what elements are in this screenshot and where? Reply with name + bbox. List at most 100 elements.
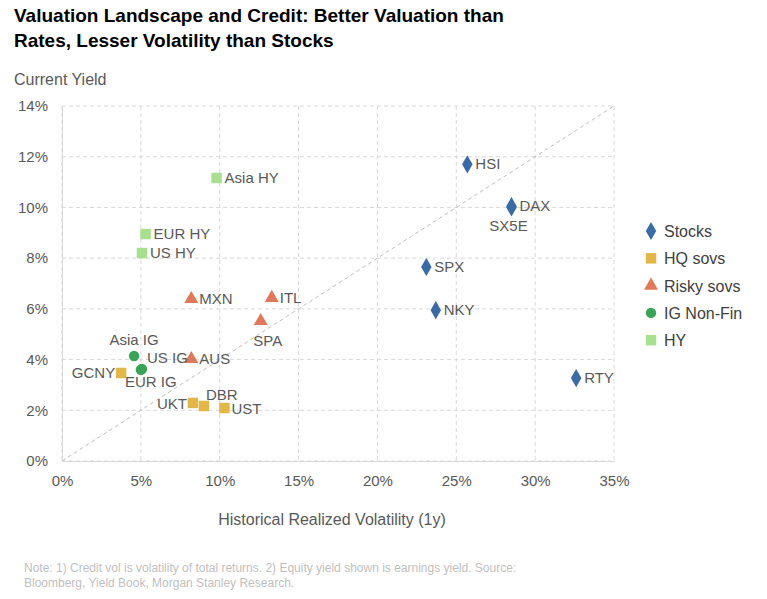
grid-line-x (140, 106, 141, 461)
grid-line-y (62, 156, 614, 157)
point-label: US HY (150, 244, 196, 261)
note: Note: 1) Credit vol is volatility of tot… (24, 561, 516, 590)
text-line: Rates, Lesser Volatility than Stocks (14, 30, 334, 51)
y-tick-label: 12% (18, 148, 48, 165)
x-axis: 0% 5% 10% 15% 20% 25% 30% 35% (52, 461, 630, 489)
point (211, 173, 221, 183)
y-tick: 4% (26, 351, 62, 368)
grid-line-x (62, 106, 63, 461)
point (184, 291, 198, 303)
x-tick: 35% (599, 461, 629, 489)
point-label: US IG (147, 349, 188, 366)
legend-item: Risky sovs (644, 278, 740, 295)
point (265, 290, 279, 302)
x-tick-label: 20% (363, 472, 393, 489)
point-label: ITL (280, 289, 302, 306)
reference-line (62, 106, 614, 461)
y-tick: 12% (18, 148, 62, 165)
y-tick: 6% (26, 300, 62, 317)
point-label: SX5E (489, 217, 527, 234)
grid-line-x (614, 106, 615, 461)
series (129, 351, 147, 375)
y-axis-title: Current Yield (14, 71, 107, 88)
series (421, 155, 581, 387)
x-tick: 30% (521, 461, 551, 489)
point (254, 313, 268, 325)
legend-label: HY (664, 332, 687, 349)
y-tick-label: 10% (18, 199, 48, 216)
point-label: Asia IG (109, 331, 158, 348)
legend-item: Stocks (646, 222, 712, 240)
x-tick: 5% (131, 461, 153, 489)
point-label: DAX (519, 197, 550, 214)
x-tick: 10% (205, 461, 235, 489)
point (137, 248, 147, 258)
point-label: MXN (199, 290, 232, 307)
point-label: AUS (199, 350, 230, 367)
point-label: EUR IG (125, 373, 177, 390)
y-tick: 2% (26, 402, 62, 419)
y-tick-label: 6% (26, 300, 48, 317)
grid-line-y (62, 410, 614, 411)
y-tick-label: 0% (26, 452, 48, 469)
legend-label: Risky sovs (664, 278, 740, 295)
grid-line-x (298, 106, 299, 461)
x-tick-label: 35% (599, 472, 629, 489)
x-tick: 20% (363, 461, 393, 489)
point (421, 258, 431, 276)
point-label: RTY (584, 369, 614, 386)
legend-marker (646, 335, 656, 345)
point-label: NKY (444, 301, 475, 318)
y-tick: 8% (26, 249, 62, 266)
grid (62, 106, 614, 461)
y-tick-label: 2% (26, 402, 48, 419)
x-tick-label: 30% (521, 472, 551, 489)
y-tick: 0% (26, 452, 62, 469)
legend-label: HQ sovs (664, 250, 725, 267)
point-labels: HSIDAXSX5ESPXNKYRTYGCNYUKTDBRUSTMXNITLSP… (72, 155, 614, 417)
point-label: UKT (157, 395, 187, 412)
grid-line-y (62, 308, 614, 309)
point-label: SPX (434, 258, 464, 275)
legend-item: HY (646, 332, 687, 349)
grid-line-y (62, 461, 614, 462)
x-tick-label: 0% (52, 472, 74, 489)
x-tick: 0% (52, 461, 74, 489)
point (462, 155, 472, 173)
legend-marker (646, 308, 656, 318)
point (506, 198, 516, 216)
text-line: Note: 1) Credit vol is volatility of tot… (24, 561, 516, 575)
y-tick: 10% (18, 199, 62, 216)
x-tick: 15% (284, 461, 314, 489)
legend-item: IG Non-Fin (646, 305, 742, 322)
grid-line-x (377, 106, 378, 461)
y-axis: 0% 2% 4% 6% 8% 10% 12% 14% (18, 97, 63, 469)
point (129, 351, 139, 361)
legend-marker (644, 278, 658, 290)
point (431, 301, 441, 319)
point-label: UST (231, 400, 261, 417)
point-label: Asia HY (225, 169, 279, 186)
point (188, 398, 198, 408)
x-tick-label: 10% (205, 472, 235, 489)
x-tick-label: 25% (442, 472, 472, 489)
legend: Stocks HQ sovs Risky sovs IG Non-Fin HY (644, 222, 742, 349)
point (571, 369, 581, 387)
y-tick-label: 8% (26, 249, 48, 266)
x-axis-title: Historical Realized Volatility (1y) (218, 511, 446, 528)
grid-line-x (456, 106, 457, 461)
x-tick: 25% (442, 461, 472, 489)
point (219, 403, 229, 413)
grid-line-y (62, 106, 614, 107)
x-tick-label: 5% (131, 472, 153, 489)
point-label: GCNY (72, 364, 115, 381)
y-tick-label: 14% (18, 97, 48, 114)
y-axis-line (62, 107, 63, 462)
x-tick-label: 15% (284, 472, 314, 489)
legend-label: IG Non-Fin (664, 305, 742, 322)
x-axis-line (63, 461, 615, 462)
plot-area (62, 106, 614, 461)
text-line: Valuation Landscape and Credit: Better V… (14, 5, 504, 26)
chart: Valuation Landscape and Credit: Better V… (0, 0, 767, 599)
text-line: Bloomberg, Yield Book, Morgan Stanley Re… (24, 576, 294, 590)
